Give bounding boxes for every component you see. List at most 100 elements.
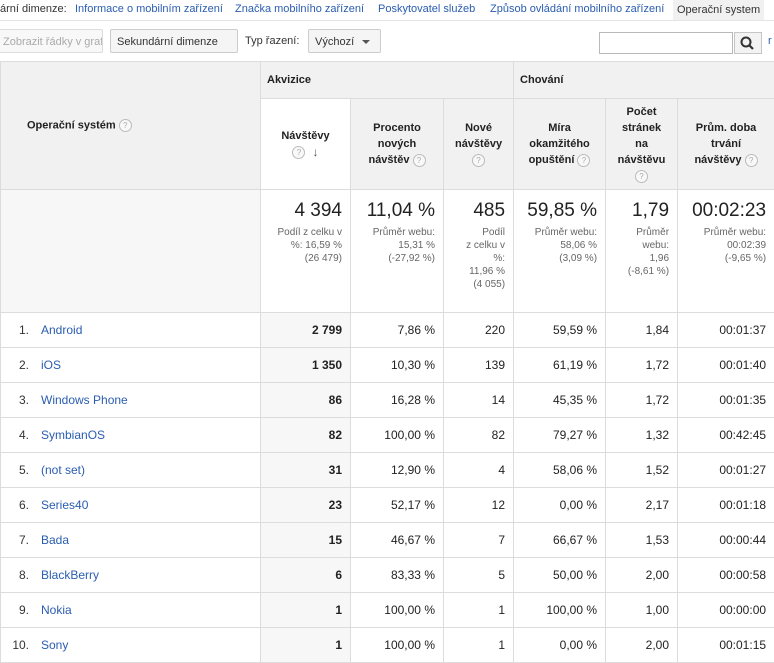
metric-header-new-visits-pct[interactable]: Procento nových návštěv ?: [351, 99, 444, 190]
os-link[interactable]: Bada: [41, 533, 69, 547]
metric-header-pages-per-visit[interactable]: Počet stránek na návštěvu ?: [606, 99, 678, 190]
sort-type-dropdown[interactable]: Výchozí: [308, 29, 381, 53]
cell-pages-per-visit: 2,00: [606, 558, 678, 593]
cell-new-visits: 5: [444, 558, 514, 593]
primary-dimension-label: ární dimenze:: [0, 3, 67, 15]
cell-new-visits-pct: 12,90 %: [351, 453, 444, 488]
total-comparison-text: z celku v: [448, 239, 505, 252]
cell-bounce-rate: 0,00 %: [514, 628, 606, 663]
cell-new-visits-pct: 7,86 %: [351, 313, 444, 348]
group-header-acquisition: Akvizice: [261, 62, 514, 99]
os-link[interactable]: BlackBerry: [41, 568, 99, 582]
secondary-dimension-label: Sekundární dimenze: [117, 36, 218, 48]
total-value: 485: [448, 200, 505, 222]
cell-avg-duration: 00:01:40: [678, 348, 774, 383]
group-header-behavior: Chování: [514, 62, 774, 99]
primary-dimension-bar: ární dimenze: Informace o mobilním zaříz…: [0, 0, 774, 21]
metric-header-label: okamžitého: [529, 138, 590, 150]
total-value: 11,04 %: [355, 200, 435, 222]
cell-new-visits-pct: 100,00 %: [351, 628, 444, 663]
cell-new-visits-pct: 46,67 %: [351, 523, 444, 558]
dimension-cell: 4. SymbianOS: [1, 418, 261, 453]
cell-avg-duration: 00:00:00: [678, 593, 774, 628]
os-link[interactable]: Android: [41, 323, 82, 337]
dimension-link-device-info[interactable]: Informace o mobilním zařízení: [75, 3, 223, 15]
question-mark-icon[interactable]: ?: [472, 154, 485, 167]
plot-rows-button[interactable]: Zobrazit řádky v grafu: [0, 29, 103, 53]
cell-visits: 1: [261, 628, 351, 663]
arrow-down-icon: ↓: [313, 145, 319, 159]
metric-header-bounce-rate[interactable]: Míra okamžitého opuštění ?: [514, 99, 606, 190]
cell-new-visits: 4: [444, 453, 514, 488]
metric-header-label: návštěvy: [455, 138, 502, 150]
os-link[interactable]: Sony: [41, 638, 68, 652]
search-icon: [735, 33, 761, 53]
total-comparison-text: (-9,65 %): [682, 252, 766, 265]
question-mark-icon[interactable]: ?: [635, 170, 648, 183]
cell-visits: 1 350: [261, 348, 351, 383]
metric-header-label: Míra: [548, 122, 571, 134]
cell-pages-per-visit: 2,17: [606, 488, 678, 523]
cell-visits: 31: [261, 453, 351, 488]
total-comparison-text: Podíl z celku v: [265, 226, 342, 239]
cell-new-visits-pct: 52,17 %: [351, 488, 444, 523]
metric-header-label: Návštěvy: [281, 130, 329, 142]
cell-visits: 15: [261, 523, 351, 558]
cell-new-visits: 220: [444, 313, 514, 348]
question-mark-icon[interactable]: ?: [413, 154, 426, 167]
table-toolbar: Zobrazit řádky v grafu Sekundární dimenz…: [0, 21, 774, 61]
question-mark-icon[interactable]: ?: [577, 154, 590, 167]
os-link[interactable]: Windows Phone: [41, 393, 128, 407]
metric-header-label: trvání: [711, 138, 741, 150]
search-button[interactable]: [734, 32, 762, 54]
total-value: 00:02:23: [682, 200, 766, 222]
row-index: 2.: [1, 358, 29, 372]
os-link[interactable]: Series40: [41, 498, 88, 512]
metric-header-label: Procento: [373, 122, 421, 134]
table-search-input[interactable]: [599, 32, 733, 54]
dimension-header: Operační systém ?: [1, 62, 261, 190]
total-comparison-text: %:: [448, 252, 505, 265]
metric-header-visits[interactable]: Návštěvy ? ↓: [261, 99, 351, 190]
os-link[interactable]: SymbianOS: [41, 428, 105, 442]
dimension-cell: 9.Nokia: [1, 593, 261, 628]
os-report-table: Operační systém ? Akvizice Chování Návšt…: [0, 61, 774, 663]
question-mark-icon[interactable]: ?: [119, 119, 132, 132]
total-value: 59,85 %: [518, 200, 597, 222]
cell-avg-duration: 00:00:44: [678, 523, 774, 558]
cell-bounce-rate: 50,00 %: [514, 558, 606, 593]
metric-header-new-visits[interactable]: Nové návštěvy ?: [444, 99, 514, 190]
dimension-cell: 10.Sony: [1, 628, 261, 663]
dimension-link-device-brand[interactable]: Značka mobilního zařízení: [235, 3, 364, 15]
cell-pages-per-visit: 1,32: [606, 418, 678, 453]
cell-new-visits-pct: 100,00 %: [351, 593, 444, 628]
total-comparison-text: webu:: [610, 239, 669, 252]
os-link[interactable]: Nokia: [41, 603, 72, 617]
cell-bounce-rate: 59,59 %: [514, 313, 606, 348]
total-comparison-text: (26 479): [265, 252, 342, 265]
cell-new-visits: 1: [444, 628, 514, 663]
dimension-cell: 5.(not set): [1, 453, 261, 488]
question-mark-icon[interactable]: ?: [745, 154, 758, 167]
row-index: 4.: [1, 428, 29, 442]
question-mark-icon[interactable]: ?: [292, 146, 305, 159]
dimension-link-service-provider[interactable]: Poskytovatel služeb: [378, 3, 475, 15]
total-comparison-text: Průměr: [610, 226, 669, 239]
metric-header-avg-duration[interactable]: Prům. doba trvání návštěvy ?: [678, 99, 774, 190]
os-link[interactable]: iOS: [41, 358, 61, 372]
total-comparison-text: Podíl: [448, 226, 505, 239]
advanced-filter-link[interactable]: r: [768, 35, 772, 47]
dimension-link-input-method[interactable]: Způsob ovládání mobilního zařízení: [490, 3, 664, 15]
metric-header-label: stránek: [622, 122, 661, 134]
secondary-dimension-dropdown[interactable]: Sekundární dimenze: [110, 29, 238, 53]
cell-new-visits: 7: [444, 523, 514, 558]
dimension-header-label: Operační systém: [27, 119, 116, 131]
totals-dimension-cell: [1, 190, 261, 313]
os-link[interactable]: (not set): [41, 463, 85, 477]
chevron-down-icon: [362, 40, 370, 44]
